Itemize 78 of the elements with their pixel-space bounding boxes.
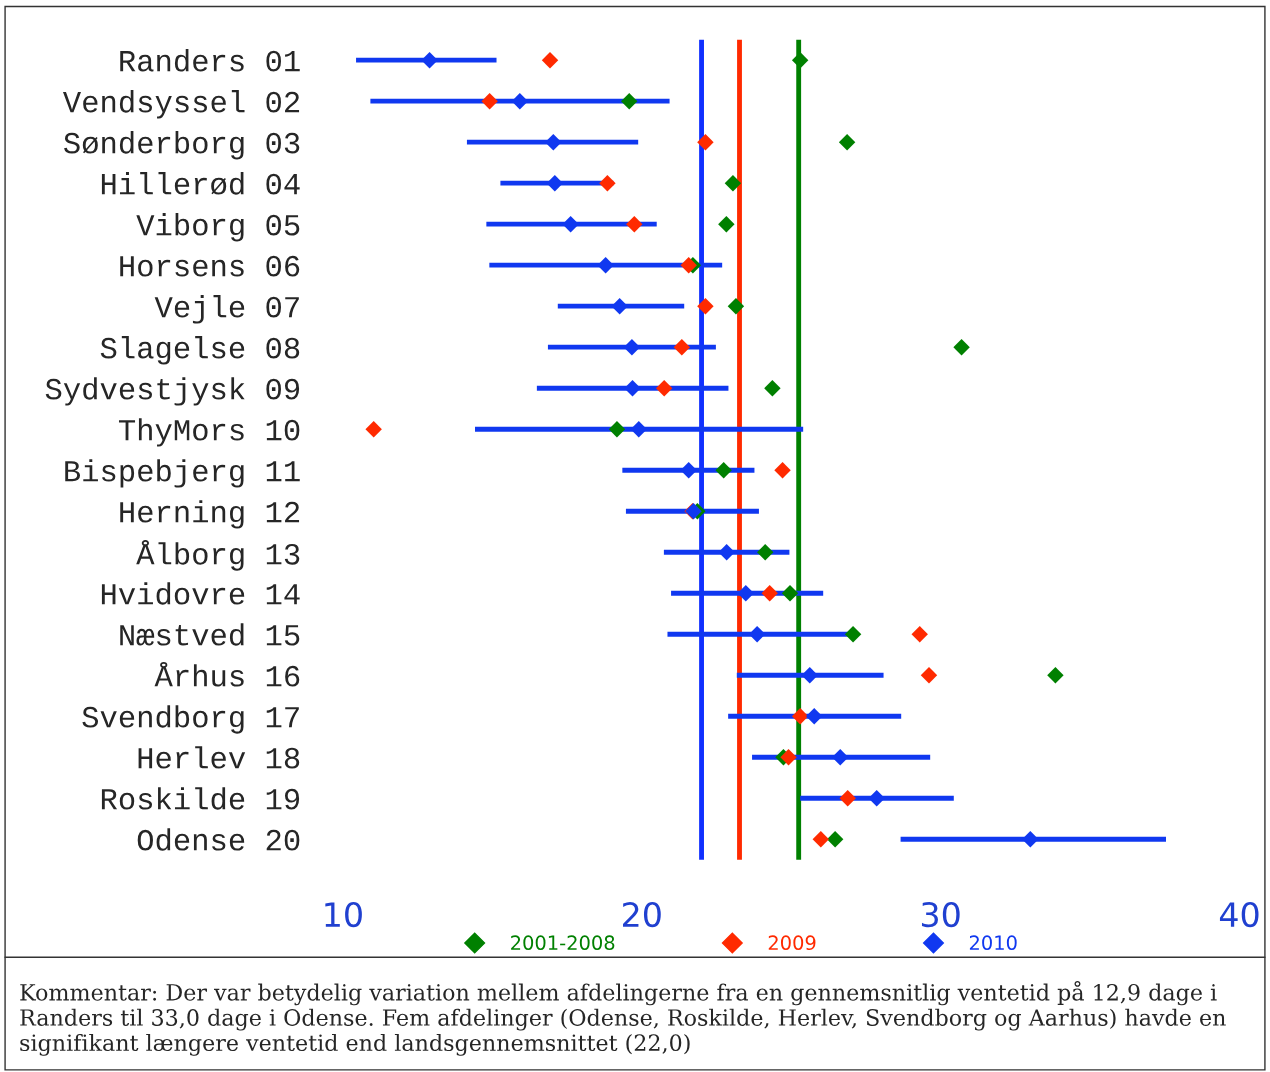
point — [511, 92, 529, 110]
point — [839, 790, 856, 807]
point — [630, 420, 647, 438]
text: Kommentar: Der var betydelig variation mellem afdelingerne fra en gennemsnitlig ventetid på 12,9 dage i Randers til 33,0 dage i Odense. Fem afdelinger (Odense, Roskilde, Herlev, Svendborg og Aarhus) havde en signifikant længere ventetid end landsgennemsnittet (22,0) — [20, 980, 1226, 1056]
y-tick-label: Odense 20 — [137, 828, 300, 851]
x-tick-label: 40 — [1219, 902, 1259, 928]
point — [737, 585, 754, 602]
y-tick-label: ThyMors 10 — [118, 418, 300, 447]
y-tick-label: Sydvestjysk 09 — [45, 377, 300, 406]
x-tick-label: 30 — [921, 902, 960, 928]
point — [680, 256, 697, 274]
legend-label: 2010 — [969, 935, 1017, 951]
y-tick-label: Horsens 06 — [120, 255, 300, 277]
y-tick-label: Slagelse 08 — [100, 336, 300, 365]
point — [697, 297, 714, 315]
y-tick-label: Herning 12 — [120, 500, 300, 529]
y-tick-label: Næstved 15 — [120, 623, 300, 646]
point — [481, 92, 498, 110]
point — [826, 831, 844, 848]
point — [791, 51, 809, 69]
point — [806, 708, 823, 725]
point — [599, 174, 616, 192]
point — [673, 338, 691, 356]
point — [756, 544, 774, 561]
point — [680, 461, 697, 479]
point — [868, 790, 885, 807]
y-tick-label: Ålborg 13 — [136, 540, 300, 571]
point — [761, 585, 778, 602]
y-tick-label: Herlev 18 — [138, 746, 300, 769]
point — [545, 133, 562, 151]
point — [718, 544, 735, 561]
y-tick-label: Randers 01 — [120, 49, 300, 72]
point — [832, 749, 849, 766]
point — [365, 420, 382, 438]
point — [611, 297, 628, 315]
point — [421, 51, 438, 69]
y-tick-label: Bispebjerg 11 — [65, 459, 300, 488]
point — [724, 174, 742, 192]
y-tick-label: Viborg 05 — [136, 213, 300, 242]
point — [1022, 831, 1039, 848]
y-tick-label: Hillerød 04 — [101, 172, 300, 195]
point — [562, 215, 579, 233]
x-tick-label: 20 — [623, 902, 661, 928]
point — [920, 667, 938, 684]
y-tick-label: Roskilde 19 — [101, 787, 300, 810]
point — [780, 749, 797, 766]
y-tick-label: Svendborg 17 — [82, 705, 299, 734]
point — [597, 256, 614, 274]
point — [621, 92, 638, 110]
point — [541, 51, 559, 69]
y-tick-label: Sønderborg 03 — [64, 131, 300, 160]
point — [812, 831, 830, 848]
point — [608, 420, 626, 438]
point — [623, 338, 641, 356]
x-tick-label: 10 — [325, 902, 362, 928]
point — [781, 585, 799, 602]
point — [791, 708, 809, 725]
point — [838, 133, 856, 151]
y-tick-label: Århus 16 — [154, 662, 300, 687]
point — [626, 215, 643, 233]
point — [715, 461, 732, 479]
legend-label: 2001-2008 — [511, 935, 615, 951]
legend-label: 2009 — [768, 935, 816, 951]
point — [774, 461, 791, 479]
point — [911, 626, 928, 643]
point — [624, 379, 641, 397]
y-tick-label: Hvidovre 14 — [101, 582, 300, 605]
point — [1047, 667, 1064, 684]
point — [727, 297, 745, 315]
point — [697, 133, 714, 151]
point — [844, 626, 862, 643]
point — [953, 338, 970, 356]
point — [655, 379, 673, 397]
point — [718, 215, 735, 233]
point — [801, 667, 818, 684]
y-tick-label: Vejle 07 — [154, 295, 299, 324]
point — [764, 379, 781, 397]
y-tick-label: Vendsyssel 02 — [62, 90, 300, 119]
